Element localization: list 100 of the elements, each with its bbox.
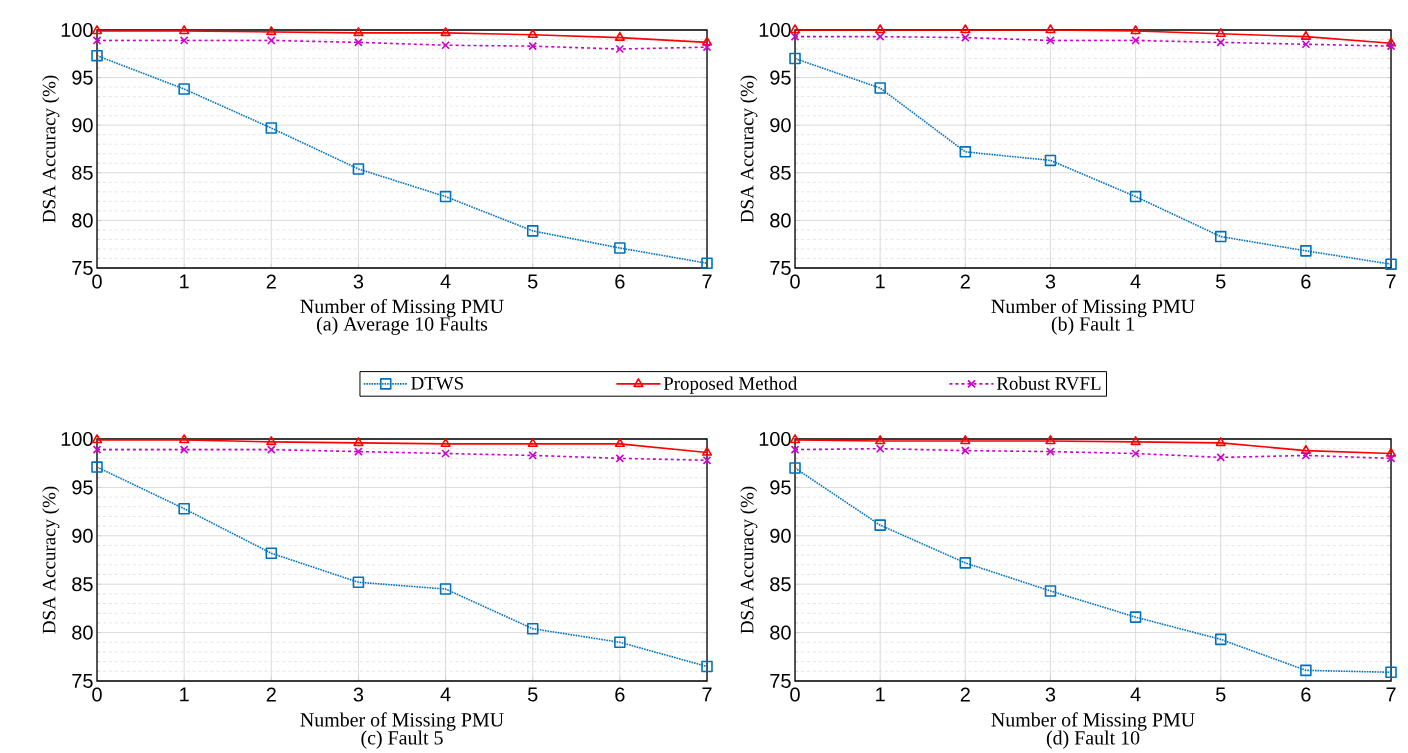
point <box>1386 41 1396 51</box>
x-axis-title: Number of Missing PMU <box>991 712 1195 731</box>
point <box>527 28 538 39</box>
point <box>1131 36 1140 45</box>
point <box>789 52 801 65</box>
point <box>352 163 365 175</box>
x-tick-label: 3 <box>1045 687 1056 702</box>
point <box>1045 435 1056 445</box>
x-tick-label: 1 <box>180 274 189 289</box>
point <box>354 38 363 47</box>
y-axis-title: DSA Accuracy (%) <box>740 75 758 223</box>
point <box>1386 454 1396 463</box>
x-tick-label: 5 <box>1216 274 1226 289</box>
point <box>266 26 277 36</box>
point <box>1385 258 1397 270</box>
point <box>265 122 278 134</box>
point <box>178 502 190 515</box>
x-tick-label: 7 <box>702 687 712 702</box>
point <box>959 557 972 569</box>
point <box>1385 666 1397 679</box>
point <box>1300 664 1312 677</box>
x-tick-label: 0 <box>92 274 102 289</box>
point <box>1131 449 1140 458</box>
point <box>1044 154 1057 167</box>
point <box>1301 39 1311 49</box>
point <box>528 451 538 460</box>
x-tick-label: 7 <box>702 274 712 289</box>
text: (d) Fault 10 <box>1046 730 1140 749</box>
point <box>1300 30 1311 40</box>
x-tick-label: 5 <box>527 274 538 289</box>
point <box>614 242 626 254</box>
y-tick-label: 100 <box>759 22 791 38</box>
point <box>790 32 800 41</box>
y-tick-label: 90 <box>770 528 791 543</box>
text: (b) Fault 1 <box>1051 316 1134 335</box>
legend-label: Robust RVFL <box>996 376 1101 390</box>
point <box>266 445 276 454</box>
point <box>875 24 886 34</box>
y-tick-label: 80 <box>72 625 93 640</box>
y-tick-label: 95 <box>770 480 791 495</box>
point <box>1130 436 1141 446</box>
point <box>441 449 450 458</box>
point <box>440 438 451 448</box>
point <box>701 36 713 46</box>
point <box>92 36 102 45</box>
y-tick-label: 85 <box>72 165 93 180</box>
y-tick-label: 100 <box>61 22 93 38</box>
y-tick-label: 90 <box>770 118 791 133</box>
point <box>960 435 971 445</box>
y-axis-title: DSA Accuracy (%) <box>42 486 60 634</box>
legend-label: Proposed Method <box>663 376 798 394</box>
point <box>1385 37 1397 47</box>
point <box>91 461 103 473</box>
point <box>179 25 190 35</box>
point <box>1129 190 1142 203</box>
point <box>526 225 539 237</box>
x-tick-label: 2 <box>266 274 276 289</box>
x-tick-label: 7 <box>1386 687 1396 702</box>
x-tick-label: 7 <box>1386 274 1396 289</box>
point <box>179 445 189 454</box>
x-tick-label: 1 <box>876 687 885 702</box>
point <box>1130 25 1141 35</box>
x-tick-label: 0 <box>92 687 102 702</box>
y-tick-label: 95 <box>72 480 93 495</box>
x-tick-label: 0 <box>790 687 800 702</box>
point <box>614 636 626 649</box>
x-tick-label: 2 <box>960 274 970 289</box>
x-tick-label: 5 <box>527 687 538 702</box>
point <box>1046 36 1055 45</box>
point <box>1216 453 1226 462</box>
point <box>441 40 450 50</box>
text: (c) Fault 5 <box>361 730 443 749</box>
x-tick-label: 3 <box>1045 274 1056 289</box>
y-tick-label: 85 <box>770 165 791 180</box>
x-tick-label: 6 <box>615 687 625 702</box>
point <box>875 32 885 41</box>
point <box>266 436 277 446</box>
point <box>874 82 886 94</box>
y-tick-label: 75 <box>770 261 791 275</box>
y-tick-label: 75 <box>770 674 791 688</box>
point <box>701 257 713 270</box>
point <box>179 36 189 45</box>
x-axis-title: Number of Missing PMU <box>300 712 504 731</box>
x-tick-label: 6 <box>1301 687 1311 702</box>
y-tick-label: 80 <box>72 213 93 228</box>
point <box>789 462 801 474</box>
y-tick-label: 75 <box>72 674 93 688</box>
y-tick-label: 85 <box>770 577 791 592</box>
point <box>614 438 625 448</box>
point <box>1300 245 1312 257</box>
point <box>701 660 713 673</box>
x-tick-label: 4 <box>1130 274 1141 289</box>
y-axis-title: DSA Accuracy (%) <box>740 486 758 634</box>
point <box>528 41 538 51</box>
point <box>439 190 452 203</box>
y-tick-label: 80 <box>770 625 791 640</box>
x-tick-label: 3 <box>353 274 364 289</box>
point <box>1215 437 1226 447</box>
x-tick-label: 4 <box>440 687 451 702</box>
x-tick-label: 1 <box>876 274 885 289</box>
